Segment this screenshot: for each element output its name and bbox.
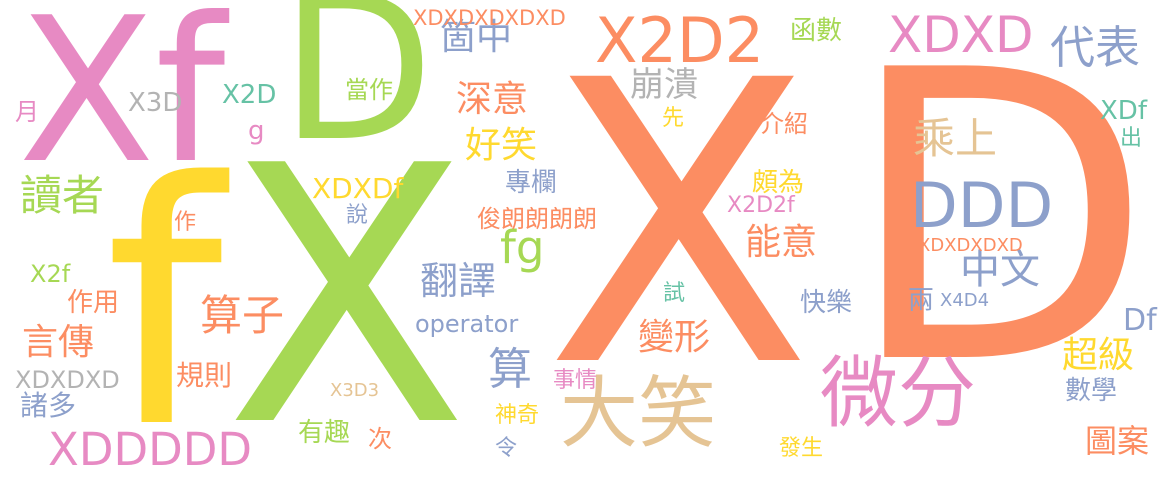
cloud-word: 圖案 xyxy=(1085,422,1150,460)
cloud-word: 讀者 xyxy=(20,171,105,220)
cloud-word: DDD xyxy=(910,169,1054,242)
cloud-word: XDf xyxy=(1100,96,1147,126)
cloud-word: g xyxy=(248,116,265,146)
cloud-word: 大笑 xyxy=(560,369,717,459)
cloud-word: 數學 xyxy=(1065,376,1118,406)
cloud-word: 代表 xyxy=(1050,21,1141,74)
cloud-word: X2D xyxy=(222,80,277,110)
cloud-word: 有趣 xyxy=(298,418,351,448)
cloud-word: XDXDXD xyxy=(15,366,120,394)
cloud-word: 作 xyxy=(174,210,197,235)
cloud-word: 令 xyxy=(495,436,518,461)
cloud-word: X4D4 xyxy=(940,290,990,311)
cloud-word: X xyxy=(545,0,813,452)
cloud-word: 變形 xyxy=(638,317,711,358)
cloud-word: 函數 xyxy=(790,16,843,46)
cloud-word: 試 xyxy=(663,281,686,306)
cloud-word: X2f xyxy=(30,260,71,288)
cloud-word: 規則 xyxy=(176,359,233,392)
cloud-word: 乘上 xyxy=(913,114,998,163)
cloud-word: 快樂 xyxy=(800,288,853,318)
cloud-word: 兩 xyxy=(908,286,935,316)
cloud-word: 出 xyxy=(1120,126,1143,151)
cloud-word: XDDDDD xyxy=(48,423,253,476)
cloud-word: fg xyxy=(500,221,545,274)
cloud-word: 能意 xyxy=(745,222,818,263)
cloud-word: 言傳 xyxy=(22,322,95,363)
cloud-word: 算子 xyxy=(200,291,285,340)
cloud-word: XDXDXDXDXD xyxy=(413,6,566,30)
cloud-word: 好笑 xyxy=(465,125,538,166)
cloud-word: 崩潰 xyxy=(630,65,698,105)
cloud-word: 算 xyxy=(488,344,532,395)
cloud-word: 神奇 xyxy=(495,403,540,428)
cloud-word: 作用 xyxy=(67,288,120,318)
cloud-word: X2D2f xyxy=(727,193,795,218)
cloud-word: 微分 xyxy=(820,349,977,439)
cloud-word: 事情 xyxy=(553,368,598,393)
cloud-word: D xyxy=(280,0,435,186)
cloud-word: XDXDXDXD xyxy=(918,235,1023,256)
cloud-word: 發生 xyxy=(779,436,824,461)
cloud-word: X3D3 xyxy=(330,380,380,401)
cloud-word: 中文 xyxy=(960,247,1040,293)
cloud-word: 翻譯 xyxy=(420,259,497,303)
cloud-word: 專欄 xyxy=(505,168,558,198)
cloud-word: X xyxy=(225,90,469,482)
cloud-word: 俊朗朗朗朗 xyxy=(477,205,597,233)
cloud-word: X3D xyxy=(128,88,183,118)
cloud-word: XDXD xyxy=(888,6,1034,64)
cloud-word: 月 xyxy=(15,98,39,126)
cloud-word: D xyxy=(845,0,1154,452)
cloud-word: 當作 xyxy=(345,76,393,104)
cloud-word: 頗為 xyxy=(752,168,805,198)
cloud-word: Df xyxy=(1123,303,1157,338)
cloud-word: 介紹 xyxy=(760,110,808,138)
cloud-word: 箇中 xyxy=(440,17,513,58)
cloud-word: 說 xyxy=(346,203,369,228)
cloud-word: operator xyxy=(415,310,519,338)
cloud-word: 先 xyxy=(662,106,685,131)
cloud-word: 深意 xyxy=(456,79,529,120)
cloud-word: X2D2 xyxy=(595,4,765,77)
cloud-word: Xf xyxy=(18,0,226,208)
cloud-word: 諸多 xyxy=(20,389,77,422)
cloud-word: XDXDf xyxy=(312,172,404,205)
cloud-word: f xyxy=(105,112,223,482)
cloud-word: 超級 xyxy=(1062,335,1135,376)
cloud-word: 次 xyxy=(368,425,392,453)
